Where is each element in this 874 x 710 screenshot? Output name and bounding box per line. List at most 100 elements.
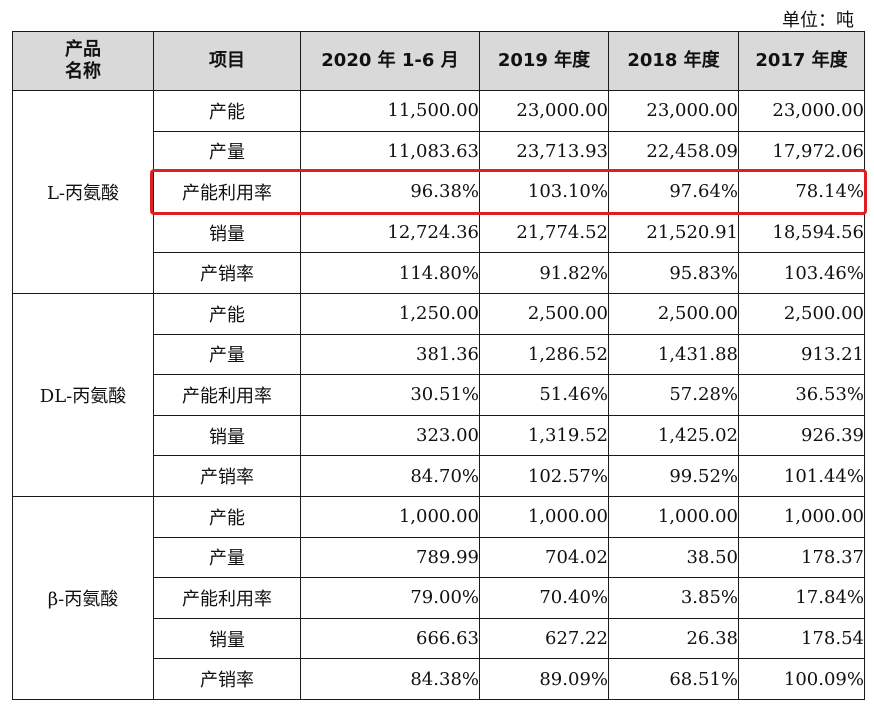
- value-cell: 12,724.36: [300, 211, 480, 254]
- value-cell: 1,000.00: [479, 495, 609, 538]
- value-cell: 381.36: [300, 333, 480, 376]
- table-row: 销量 12,724.36 21,774.52 21,520.91 18,594.56: [13, 211, 865, 254]
- value-cell: 2,500.00: [608, 292, 739, 335]
- value-cell: 36.53%: [738, 374, 865, 416]
- value-cell: 21,520.91: [608, 211, 739, 254]
- value-cell: 84.38%: [300, 658, 480, 700]
- table-row: 产能利用率 30.51% 51.46% 57.28% 36.53%: [13, 374, 865, 416]
- value-cell: 17,972.06: [738, 130, 865, 173]
- value-cell: 926.39: [738, 414, 865, 457]
- value-cell: 99.52%: [608, 455, 739, 497]
- item-cell: 产能: [153, 292, 301, 335]
- value-cell: 913.21: [738, 333, 865, 376]
- value-cell: 95.83%: [608, 252, 739, 294]
- value-cell: 38.50: [608, 536, 739, 579]
- item-cell: 产能利用率: [153, 171, 301, 213]
- value-cell: 18,594.56: [738, 211, 865, 254]
- table-row: DL-丙氨酸 产能 1,250.00 2,500.00 2,500.00 2,500.00: [12, 292, 865, 497]
- table-row: 产销率 84.70% 102.57% 99.52% 101.44%: [13, 455, 865, 497]
- value-cell: 11,500.00: [300, 90, 480, 132]
- table-row: 产量 11,083.63 23,713.93 22,458.09 17,972.06: [13, 130, 865, 173]
- capacity-table: 产品 名称 项目 2020 年 1-6 月 2019 年度 2018 年度 20…: [12, 31, 865, 701]
- item-cell: 销量: [153, 617, 301, 660]
- value-cell: 57.28%: [608, 374, 739, 416]
- value-cell: 1,000.00: [608, 495, 739, 538]
- unit-label: 单位：吨: [782, 10, 854, 31]
- value-cell: 1,319.52: [479, 414, 609, 457]
- table-row: 产量 789.99 704.02 38.50 178.37: [13, 536, 865, 579]
- item-cell: 产量: [153, 536, 301, 579]
- value-cell: 26.38: [608, 617, 739, 660]
- table-row: β-丙氨酸 产能 1,000.00 1,000.00 1,000.00 1,000.00: [12, 495, 865, 701]
- product-name-cell: DL-丙氨酸: [12, 292, 154, 497]
- value-cell: 114.80%: [300, 252, 480, 294]
- value-cell: 323.00: [300, 414, 480, 457]
- value-cell: 103.10%: [479, 171, 609, 213]
- value-cell: 1,431.88: [608, 333, 739, 376]
- product-name-cell: L-丙氨酸: [12, 90, 154, 294]
- value-cell: 89.09%: [479, 658, 609, 700]
- table-row: 产销率 114.80% 91.82% 95.83% 103.46%: [13, 252, 865, 294]
- table-row: 产能利用率 96.38% 103.10% 97.64% 78.14%: [13, 171, 865, 213]
- value-cell: 84.70%: [300, 455, 480, 497]
- value-cell: 23,000.00: [738, 90, 865, 132]
- value-cell: 96.38%: [300, 171, 480, 213]
- value-cell: 97.64%: [608, 171, 739, 213]
- table-row: L-丙氨酸 产能 11,500.00 23,000.00 23,000.00 23,000…: [12, 90, 865, 294]
- value-cell: 103.46%: [738, 252, 865, 294]
- value-cell: 100.09%: [738, 658, 865, 700]
- value-cell: 102.57%: [479, 455, 609, 497]
- value-cell: 79.00%: [300, 577, 480, 619]
- header-2018: 2018 年度: [608, 31, 739, 91]
- value-cell: 1,286.52: [479, 333, 609, 376]
- item-cell: 产量: [153, 130, 301, 173]
- value-cell: 101.44%: [738, 455, 865, 497]
- value-cell: 21,774.52: [479, 211, 609, 254]
- value-cell: 2,500.00: [738, 292, 865, 335]
- table-row: 产销率 84.38% 89.09% 68.51% 100.09%: [13, 658, 865, 700]
- product-name-cell: β-丙氨酸: [12, 495, 154, 701]
- item-cell: 销量: [153, 414, 301, 457]
- value-cell: 22,458.09: [608, 130, 739, 173]
- value-cell: 23,000.00: [608, 90, 739, 132]
- value-cell: 1,000.00: [300, 495, 480, 538]
- value-cell: 78.14%: [738, 171, 865, 213]
- item-cell: 产量: [153, 333, 301, 376]
- table-row: 产能利用率 79.00% 70.40% 3.85% 17.84%: [13, 577, 865, 619]
- header-2019: 2019 年度: [479, 31, 609, 91]
- value-cell: 30.51%: [300, 374, 480, 416]
- value-cell: 23,000.00: [479, 90, 609, 132]
- header-2017: 2017 年度: [738, 31, 865, 91]
- item-cell: 产销率: [153, 658, 301, 700]
- value-cell: 627.22: [479, 617, 609, 660]
- header-2020h1: 2020 年 1-6 月: [300, 31, 480, 91]
- header-product-name-line1: 产品: [65, 39, 101, 60]
- table-row: 销量 323.00 1,319.52 1,425.02 926.39: [13, 414, 865, 457]
- value-cell: 704.02: [479, 536, 609, 579]
- value-cell: 3.85%: [608, 577, 739, 619]
- table-header-row: 产品 名称 项目 2020 年 1-6 月 2019 年度 2018 年度 20…: [12, 31, 865, 91]
- item-cell: 产能: [153, 495, 301, 538]
- value-cell: 91.82%: [479, 252, 609, 294]
- value-cell: 11,083.63: [300, 130, 480, 173]
- table-row: 销量 666.63 627.22 26.38 178.54: [13, 617, 865, 660]
- header-product-name-line2: 名称: [65, 61, 101, 82]
- table-body: L-丙氨酸 产能 11,500.00 23,000.00 23,000.00 23,000…: [12, 90, 865, 701]
- value-cell: 17.84%: [738, 577, 865, 619]
- header-item: 项目: [153, 31, 301, 91]
- value-cell: 1,425.02: [608, 414, 739, 457]
- item-cell: 销量: [153, 211, 301, 254]
- value-cell: 68.51%: [608, 658, 739, 700]
- value-cell: 789.99: [300, 536, 480, 579]
- item-cell: 产能: [153, 90, 301, 132]
- value-cell: 178.54: [738, 617, 865, 660]
- item-cell: 产销率: [153, 455, 301, 497]
- value-cell: 666.63: [300, 617, 480, 660]
- value-cell: 1,000.00: [738, 495, 865, 538]
- header-product-name: 产品 名称: [12, 31, 154, 91]
- item-cell: 产能利用率: [153, 374, 301, 416]
- item-cell: 产能利用率: [153, 577, 301, 619]
- value-cell: 51.46%: [479, 374, 609, 416]
- value-cell: 178.37: [738, 536, 865, 579]
- value-cell: 23,713.93: [479, 130, 609, 173]
